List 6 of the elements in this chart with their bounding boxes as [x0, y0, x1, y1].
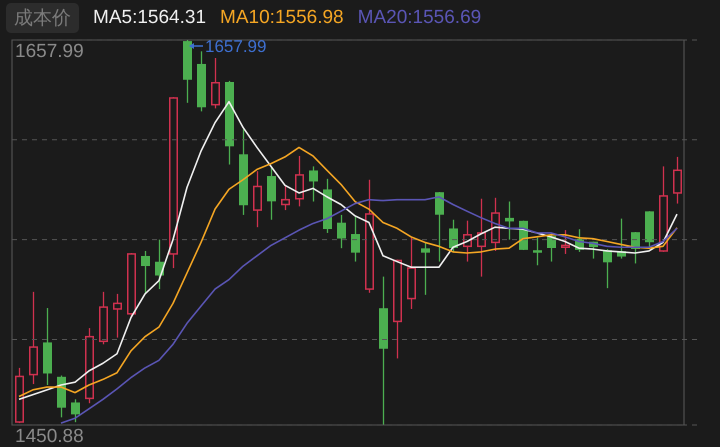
text: MA20:1556.69	[358, 7, 482, 29]
text: 成本价	[6, 3, 79, 33]
annotation: 1657.99	[205, 37, 266, 56]
text: MA10:1556.98	[220, 7, 344, 29]
y-tick-label: 1450.88	[15, 426, 84, 447]
text: MA5:1564.31	[93, 7, 206, 29]
